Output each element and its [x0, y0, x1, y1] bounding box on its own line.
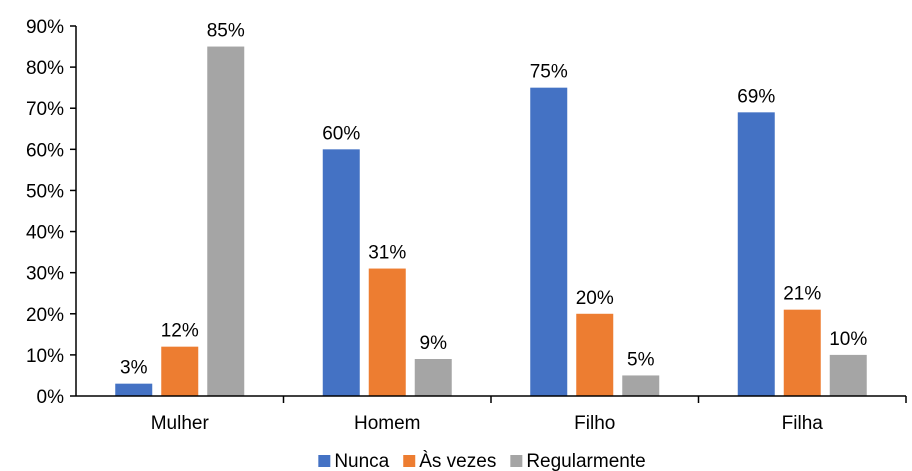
bar — [622, 375, 660, 396]
x-tick-label: Filho — [574, 413, 615, 434]
bar — [737, 112, 775, 396]
legend-swatch — [403, 455, 416, 467]
bar — [576, 313, 614, 396]
y-tick-label: 50% — [26, 181, 64, 202]
bar — [829, 354, 867, 396]
data-labels: 3% 12% 85% 60% 31% 9% 75% 20% 5% 69% 21% 10% — [120, 21, 867, 379]
legend-swatch — [510, 455, 523, 467]
y-axis-ticks: 0% 10% 20% 30% 40% 50% 60% 70% 80% 90% — [26, 17, 76, 408]
data-label: 10% — [829, 329, 867, 350]
data-label: 21% — [783, 284, 821, 305]
bar — [161, 346, 199, 396]
bar — [115, 383, 153, 396]
bar — [783, 309, 821, 396]
y-tick-label: 80% — [26, 58, 64, 79]
y-tick-label: 20% — [26, 305, 64, 326]
bar — [530, 87, 568, 397]
data-label: 75% — [530, 62, 568, 83]
y-tick-label: 30% — [26, 264, 64, 285]
legend-label: Às vezes — [419, 451, 496, 471]
bar — [322, 149, 360, 396]
data-label: 5% — [627, 349, 655, 370]
y-tick-label: 60% — [26, 140, 64, 161]
data-label: 12% — [161, 321, 199, 342]
x-tick-label: Homem — [354, 413, 421, 434]
legend-swatch — [318, 455, 331, 467]
y-tick-label: 70% — [26, 99, 64, 120]
data-label: 20% — [576, 288, 614, 309]
x-axis-ticks: Mulher Homem Filho Filha — [151, 396, 907, 434]
bar — [368, 268, 406, 396]
bar — [207, 46, 245, 397]
legend-label: Nunca — [334, 451, 389, 471]
data-label: 69% — [737, 86, 775, 107]
bars — [115, 46, 867, 397]
data-label: 85% — [207, 21, 245, 42]
legend-label: Regularmente — [526, 451, 645, 471]
y-tick-label: 10% — [26, 346, 64, 367]
y-tick-label: 0% — [37, 387, 65, 408]
y-tick-label: 40% — [26, 223, 64, 244]
x-tick-label: Filha — [782, 413, 824, 434]
data-label: 9% — [420, 333, 448, 354]
data-label: 60% — [322, 123, 360, 144]
data-label: 31% — [368, 243, 406, 264]
legend: Nunca Às vezes Regularmente — [318, 451, 646, 471]
x-tick-label: Mulher — [151, 413, 210, 434]
y-tick-label: 90% — [26, 17, 64, 38]
bar — [414, 359, 452, 396]
data-label: 3% — [120, 358, 148, 379]
